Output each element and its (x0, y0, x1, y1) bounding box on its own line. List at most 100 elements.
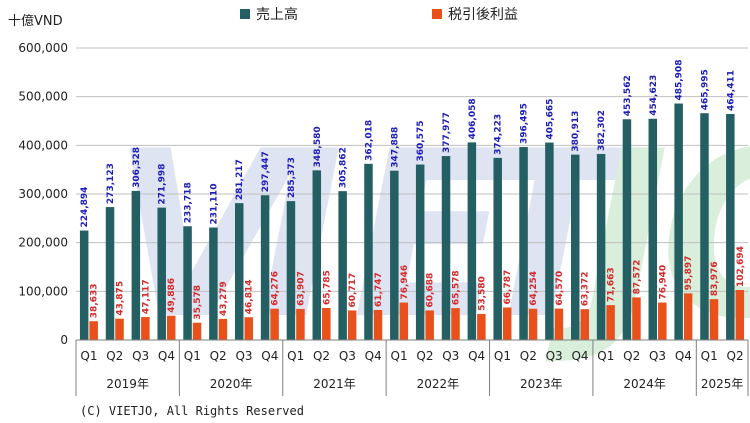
bar-profit (502, 307, 512, 340)
data-label-profit: 102,694 (736, 246, 746, 287)
bar-profit (477, 313, 486, 340)
data-label-revenue: 454,623 (649, 75, 659, 116)
x-tick-label: Q1 (184, 349, 201, 363)
data-label-revenue: 377,977 (442, 112, 452, 153)
bar-revenue (209, 227, 218, 340)
data-label-revenue: 374,223 (494, 114, 504, 155)
x-tick-label: Q1 (80, 349, 97, 363)
bar-revenue (441, 156, 451, 340)
data-label-revenue: 273,123 (106, 163, 116, 204)
y-tick-label: 400,000 (18, 138, 68, 152)
x-tick-label: Q3 (339, 349, 356, 363)
x-tick-label: Q2 (106, 349, 123, 363)
data-label-revenue: 305,862 (339, 147, 349, 188)
bar-revenue (338, 191, 347, 340)
x-tick-label: Q1 (494, 349, 511, 363)
data-label-revenue: 233,718 (184, 182, 194, 223)
bar-revenue (700, 113, 709, 341)
data-label-profit: 76,940 (658, 265, 668, 300)
x-tick-label: Q4 (158, 349, 175, 363)
x-group-label: 2025年 (701, 377, 744, 391)
bar-profit (658, 302, 667, 340)
data-label-profit: 83,976 (710, 261, 720, 296)
x-group-label: 2022年 (417, 377, 460, 391)
bar-revenue (286, 201, 296, 340)
data-label-profit: 43,279 (219, 281, 229, 316)
bar-revenue (235, 203, 244, 340)
bar-profit (296, 308, 305, 340)
data-label-revenue: 306,328 (132, 147, 142, 188)
x-tick-label: Q1 (391, 349, 408, 363)
data-label-revenue: 231,110 (209, 184, 219, 225)
bar-profit (89, 321, 98, 340)
bar-profit (580, 309, 589, 340)
x-tick-label: Q1 (287, 349, 304, 363)
x-tick-label: Q4 (365, 349, 382, 363)
x-group-label: 2023年 (520, 377, 563, 391)
bar-revenue (545, 142, 554, 340)
x-group-label: 2024年 (623, 377, 666, 391)
x-tick-label: Q2 (623, 349, 640, 363)
bar-profit (218, 318, 228, 340)
data-label-profit: 71,663 (607, 267, 617, 302)
x-tick-label: Q4 (468, 349, 485, 363)
bar-profit (528, 308, 538, 340)
data-label-revenue: 465,995 (700, 69, 710, 110)
data-label-revenue: 406,058 (468, 98, 478, 139)
data-label-profit: 49,886 (167, 278, 177, 313)
x-tick-label: Q4 (261, 349, 278, 363)
data-label-revenue: 405,665 (545, 99, 555, 140)
legend-label-revenue: 売上高 (256, 6, 298, 23)
bar-revenue (390, 170, 399, 340)
bar-profit (141, 317, 150, 340)
bar-revenue (157, 207, 166, 340)
x-group-label: 2019年 (106, 377, 149, 391)
data-label-revenue: 348,580 (313, 126, 323, 167)
data-label-revenue: 281,217 (235, 159, 245, 200)
x-group-label: 2020年 (210, 377, 253, 391)
data-label-profit: 66,787 (503, 270, 513, 305)
data-label-revenue: 224,894 (80, 187, 90, 228)
bar-revenue (79, 230, 89, 340)
data-label-profit: 65,785 (322, 270, 332, 305)
bar-profit (347, 310, 357, 340)
data-label-profit: 95,897 (684, 256, 694, 291)
data-label-profit: 38,633 (90, 283, 100, 318)
x-tick-label: Q1 (701, 349, 718, 363)
bar-revenue (726, 113, 735, 340)
bar-revenue (648, 118, 658, 340)
data-label-profit: 63,907 (296, 271, 306, 306)
y-tick-label: 200,000 (18, 236, 68, 250)
bar-revenue (596, 153, 606, 340)
bars (79, 103, 745, 341)
data-labels: 224,894 38,633 273,123 43,875 306,328 47,117 2… (80, 60, 746, 320)
data-label-profit: 43,875 (116, 281, 126, 316)
bar-revenue (260, 195, 270, 340)
data-label-profit: 76,946 (400, 265, 410, 300)
bar-revenue (183, 226, 192, 340)
data-label-profit: 64,570 (555, 271, 565, 306)
bar-profit (399, 302, 409, 340)
data-label-revenue: 360,575 (416, 121, 426, 162)
legend-swatch-revenue (240, 9, 250, 19)
bar-profit (244, 317, 253, 340)
x-tick-label: Q3 (235, 349, 252, 363)
data-label-revenue: 297,447 (261, 151, 271, 192)
x-tick-label: Q1 (597, 349, 614, 363)
bar-profit (709, 299, 719, 340)
data-label-revenue: 464,411 (726, 70, 736, 111)
bar-revenue (622, 119, 632, 340)
bar-revenue (364, 163, 373, 340)
x-tick-label: Q2 (416, 349, 433, 363)
x-tick-label: Q2 (520, 349, 537, 363)
data-label-revenue: 380,913 (571, 111, 581, 152)
data-label-profit: 60,717 (348, 273, 358, 308)
legend: 売上高 税引後利益 (240, 6, 518, 23)
bar-profit (606, 305, 615, 340)
x-tick-label: Q2 (727, 349, 744, 363)
bar-profit (735, 290, 745, 340)
legend-label-profit: 税引後利益 (448, 7, 518, 23)
data-label-profit: 47,117 (141, 279, 151, 314)
x-group-label: 2021年 (313, 377, 356, 391)
x-tick-label: Q3 (442, 349, 459, 363)
